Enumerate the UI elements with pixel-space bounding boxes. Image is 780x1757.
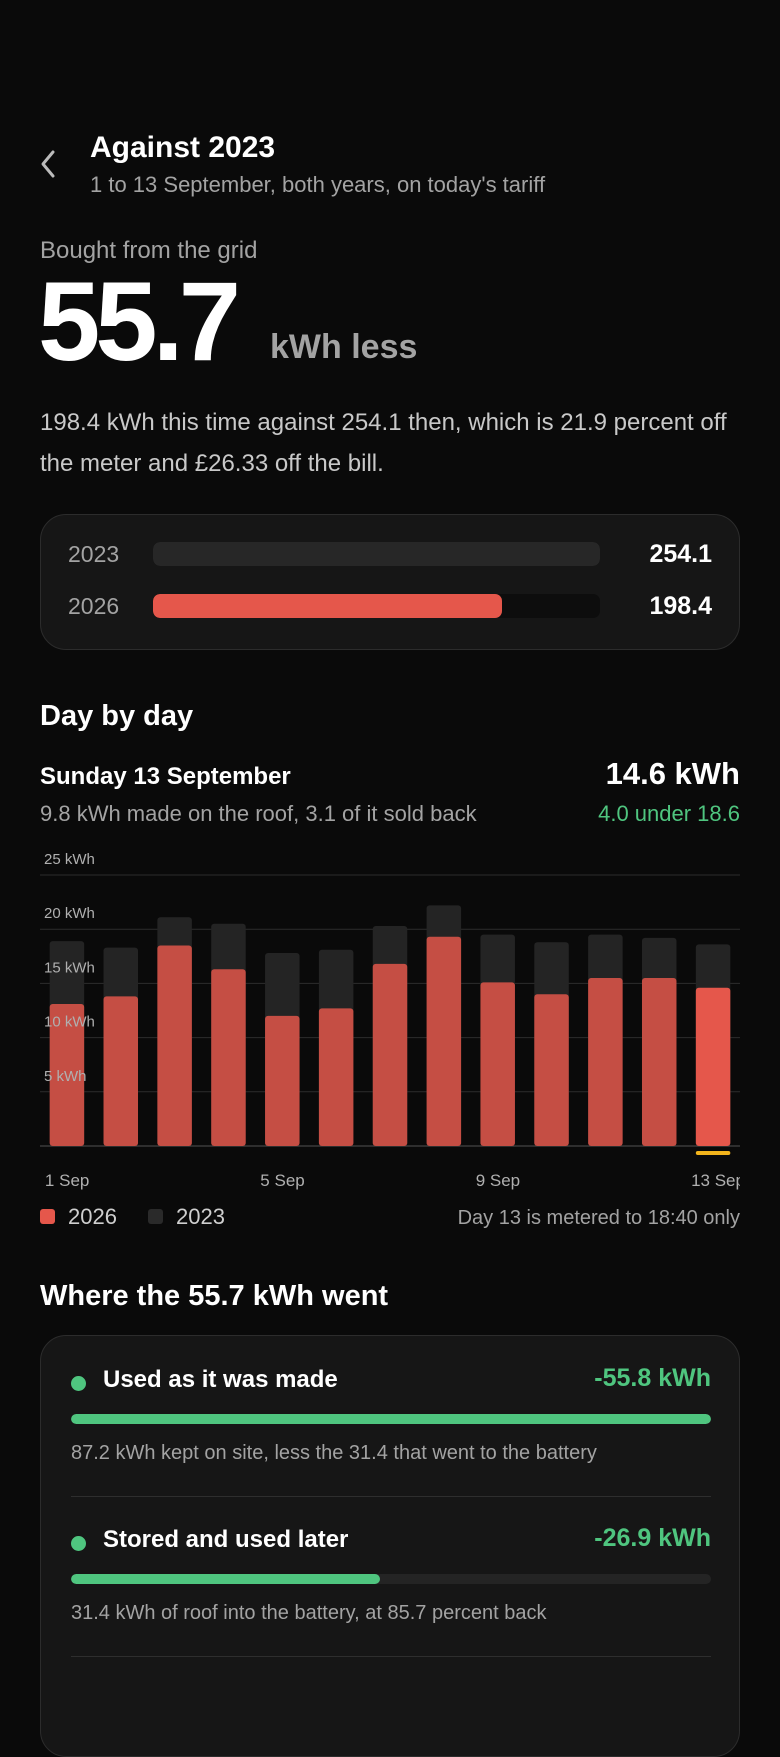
x-tick-label: 9 Sep: [476, 1171, 520, 1190]
bar: [426, 936, 462, 1146]
year-value: 254.1: [649, 540, 712, 568]
section-title: Day by day: [40, 700, 194, 732]
bar-track: [153, 542, 600, 566]
bar: [641, 977, 677, 1146]
item-title: Stored and used later: [103, 1526, 349, 1553]
x-tick-label: 13 Sep: [691, 1171, 740, 1190]
year-value: 198.4: [649, 592, 712, 620]
y-tick-label: 20 kWh: [44, 905, 95, 922]
divider: [71, 1656, 711, 1657]
section-title: Where the 55.7 kWh went: [40, 1280, 389, 1312]
item-value: -26.9 kWh: [594, 1524, 711, 1552]
breakdown-bar: [71, 1574, 380, 1584]
comparison-bar: [153, 594, 502, 618]
summary-text: 198.4 kWh this time against 254.1 then, …: [40, 409, 727, 477]
bar: [103, 996, 139, 1146]
bar: [265, 1015, 300, 1146]
selected-delta: 4.0 under 18.6: [598, 801, 740, 826]
header-title: Against 2023: [90, 131, 276, 164]
bar: [695, 987, 731, 1146]
legend-label: 2023: [176, 1204, 225, 1229]
bar-track: [71, 1574, 711, 1584]
breakdown-card: Used as it was made -55.8 kWh 87.2 kWh kep…: [40, 1335, 740, 1757]
bar: [372, 963, 408, 1146]
legend-swatch: [148, 1209, 163, 1224]
bar: [318, 1008, 354, 1146]
chart: 5 kWh 10 kWh 15 kWh 20 kWh 25 kWh 1 Sep 5 Sep 9…: [40, 851, 740, 1229]
year-label: 2023: [68, 541, 120, 567]
selected-date: Sunday 13 September: [40, 763, 291, 790]
x-tick-label: 1 Sep: [45, 1171, 89, 1190]
page: Against 2023 1 to 13 September, both yea…: [38, 131, 740, 1757]
bar: [480, 982, 515, 1146]
bar-track: [153, 594, 600, 618]
header-subtitle: 1 to 13 September, both years, on today'…: [90, 172, 546, 197]
item-value: -55.8 kWh: [594, 1364, 711, 1392]
y-tick-label: 25 kWh: [44, 851, 95, 868]
bar: [49, 1003, 85, 1146]
item-title: Used as it was made: [103, 1366, 338, 1393]
summary-value: 55.7: [38, 259, 241, 384]
summary-label: Bought from the grid: [40, 237, 258, 264]
y-tick-label: 15 kWh: [44, 959, 95, 976]
back-button[interactable]: [38, 148, 58, 180]
divider: [71, 1496, 711, 1497]
bar: [534, 994, 569, 1146]
bar: [588, 977, 623, 1146]
y-tick-label: 5 kWh: [44, 1068, 87, 1085]
chart-note: Day 13 is metered to 18:40 only: [458, 1207, 740, 1229]
bar: [157, 945, 192, 1146]
breakdown-bar: [71, 1414, 711, 1424]
item-note: 87.2 kWh kept on site, less the 31.4 tha…: [71, 1442, 597, 1464]
status-dot: [71, 1536, 86, 1551]
comparison-card: 2023 254.1 2026 198.4: [40, 514, 740, 650]
selected-marker: [695, 1151, 731, 1155]
bar-track: [71, 1414, 711, 1424]
summary-unit: kWh less: [270, 328, 418, 366]
year-label: 2026: [68, 593, 120, 619]
comparison-bar: [153, 542, 600, 566]
legend-swatch: [40, 1209, 55, 1224]
selected-total: 14.6 kWh: [605, 756, 740, 791]
legend-label: 2026: [68, 1204, 117, 1229]
item-note: 31.4 kWh of roof into the battery, at 85…: [71, 1602, 547, 1624]
bar: [211, 969, 246, 1146]
status-dot: [71, 1376, 86, 1391]
selected-detail: 9.8 kWh made on the roof, 3.1 of it sold…: [40, 801, 477, 826]
x-tick-label: 5 Sep: [260, 1171, 304, 1190]
y-tick-label: 10 kWh: [44, 1014, 95, 1031]
